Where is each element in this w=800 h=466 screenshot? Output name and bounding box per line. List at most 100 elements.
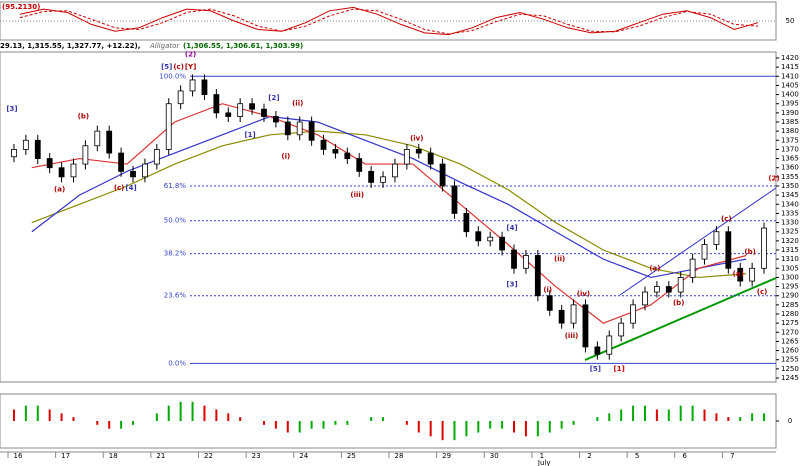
- y-tick-label: 1350: [781, 182, 799, 190]
- candle-body: [46, 158, 53, 169]
- candle-body: [689, 258, 696, 278]
- hist-bar: [501, 421, 504, 429]
- hist-bar: [72, 417, 75, 421]
- y-tick-label: 0: [788, 417, 792, 425]
- candle-body: [546, 295, 553, 311]
- y-tick-label: 1310: [781, 255, 799, 263]
- candle-body: [761, 227, 767, 269]
- candle-body: [272, 116, 279, 123]
- ma-line: [31, 115, 747, 279]
- hist-bar: [608, 413, 611, 421]
- candle-body: [153, 149, 160, 165]
- wave-label: (iii): [350, 191, 364, 199]
- hist-bar: [274, 421, 277, 429]
- x-tick-label: 2: [587, 452, 591, 460]
- x-tick-label: 18: [109, 452, 118, 460]
- hist-bar: [560, 421, 563, 429]
- hist-bar: [751, 413, 754, 421]
- candle-body: [142, 163, 148, 178]
- osc-title: (95.2130): [2, 3, 40, 11]
- y-tick-label: 1390: [781, 109, 799, 117]
- hist-bar: [262, 421, 265, 425]
- hist-bar: [489, 421, 492, 429]
- hist-bar: [513, 421, 516, 433]
- hist-bar: [596, 417, 599, 421]
- hist-bar: [179, 401, 182, 421]
- y-tick-label: 1395: [781, 100, 799, 108]
- wave-label: [1]: [614, 365, 625, 373]
- candle-body: [177, 90, 184, 105]
- candle-body: [618, 322, 625, 337]
- hist-bar: [429, 421, 432, 437]
- candle-body: [249, 103, 255, 110]
- hist-bar: [120, 421, 123, 429]
- candle-body: [523, 255, 529, 269]
- wave-label: (2): [185, 50, 196, 58]
- wave-label: [3]: [506, 281, 517, 289]
- candle-body: [427, 152, 434, 165]
- hist-bar: [703, 409, 706, 421]
- fib-label: 100.0%: [159, 72, 186, 80]
- candle-body: [487, 236, 494, 242]
- x-tick-label: 25: [347, 452, 356, 460]
- candle-body: [749, 267, 756, 282]
- candle-body: [296, 121, 303, 136]
- hist-bar: [727, 417, 730, 421]
- hist-bar: [298, 421, 301, 433]
- candle-body: [118, 152, 125, 172]
- wave-label: [3]: [6, 105, 17, 113]
- candle-body: [261, 108, 267, 117]
- x-tick-label: 17: [61, 452, 70, 460]
- candle-body: [630, 304, 636, 324]
- candle-body: [22, 139, 29, 150]
- candle-body: [499, 236, 506, 251]
- candle-body: [82, 145, 89, 165]
- hist-bar: [548, 421, 551, 433]
- candle-body: [34, 139, 41, 159]
- wave-label: (iv): [577, 290, 590, 298]
- candle-body: [201, 79, 208, 95]
- hist-bar: [477, 421, 480, 433]
- y-tick-label: 50: [786, 17, 795, 25]
- hist-bar: [417, 421, 420, 433]
- y-tick-label: 1420: [781, 54, 799, 62]
- x-tick-label: 1: [540, 452, 544, 460]
- wave-label: (a): [649, 264, 660, 272]
- y-tick-label: 1300: [781, 273, 799, 281]
- hist-bar: [346, 421, 349, 425]
- y-tick-label: 1400: [781, 91, 799, 99]
- candle-body: [570, 304, 577, 324]
- hist-bar: [227, 413, 230, 421]
- y-tick-label: 1285: [781, 301, 799, 309]
- hist-bar: [453, 421, 456, 441]
- candle-body: [189, 79, 196, 92]
- hist-bar: [203, 405, 206, 421]
- hist-bar: [239, 417, 242, 421]
- wave-label: [4]: [506, 224, 517, 232]
- candle-body: [356, 158, 363, 172]
- candle-body: [415, 149, 422, 154]
- candle-body: [11, 149, 17, 158]
- wave-label: [4]: [125, 184, 136, 192]
- candle-body: [308, 121, 315, 141]
- y-tick-label: 1385: [781, 118, 799, 126]
- osc-panel: [0, 1, 777, 41]
- channel-trendline: [619, 187, 777, 296]
- hist-bar: [12, 409, 15, 421]
- wave-label: (c): [721, 215, 732, 223]
- osc-line: [19, 6, 759, 36]
- hist-bar: [632, 405, 635, 421]
- fib-label: 61.8%: [164, 182, 187, 190]
- hist-bar: [334, 421, 337, 425]
- hist-bar: [739, 417, 742, 421]
- hist-bar: [310, 421, 313, 429]
- hist-bar: [620, 409, 623, 421]
- hist-bar: [667, 409, 670, 421]
- candle-body: [558, 309, 565, 324]
- x-tick-label: 23: [252, 452, 261, 460]
- candle-body: [511, 249, 517, 269]
- wave-label: (b): [78, 113, 89, 121]
- ma-line: [31, 103, 747, 324]
- x-tick-label: 30: [490, 452, 499, 460]
